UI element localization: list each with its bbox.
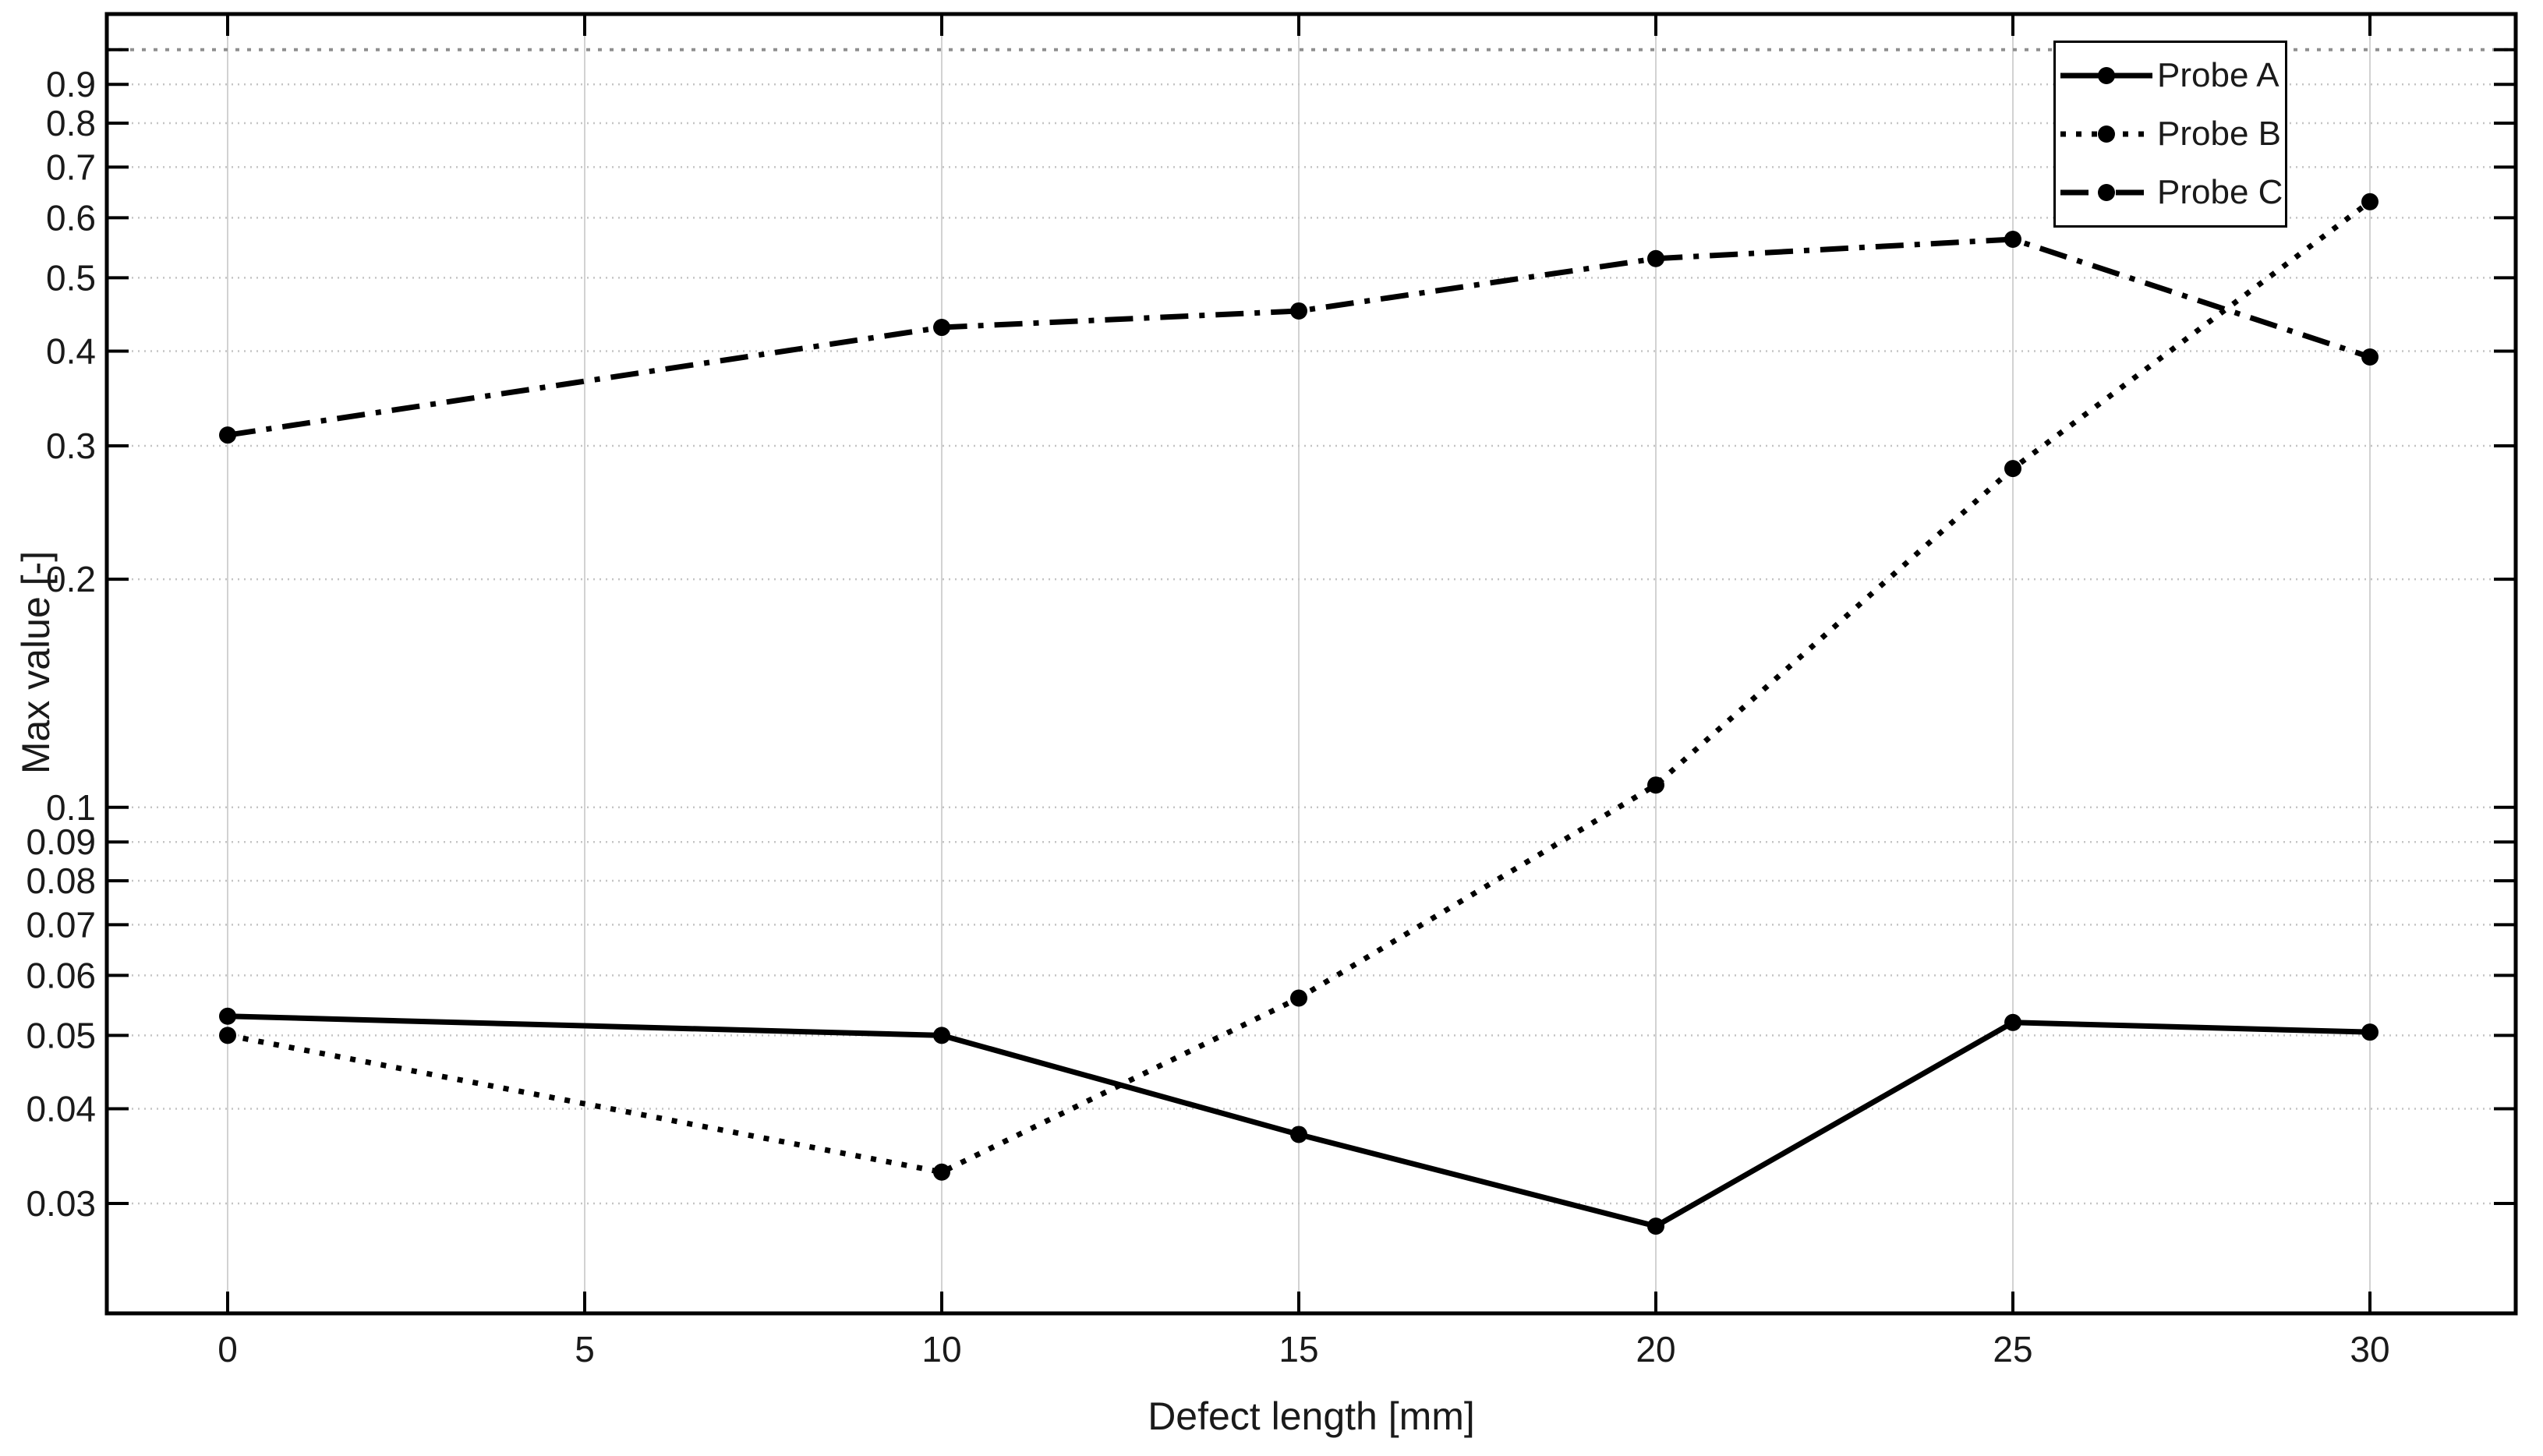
x-axis-label: Defect length [mm] (1148, 1394, 1475, 1438)
x-tick-label: 15 (1279, 1329, 1318, 1369)
y-axis-label: Max value [-] (14, 550, 58, 775)
data-point-probe-a (1647, 1217, 1664, 1235)
legend-line-sample-icon (2060, 125, 2152, 143)
x-tick-label: 10 (921, 1329, 961, 1369)
x-tick-label: 20 (1636, 1329, 1675, 1369)
y-tick-label: 0.05 (26, 1015, 96, 1055)
legend-label: Probe B (2157, 114, 2281, 153)
x-tick-label: 30 (2350, 1329, 2389, 1369)
data-point-probe-c (2004, 231, 2021, 249)
data-point-probe-a (219, 1007, 236, 1025)
data-point-probe-b (933, 1163, 950, 1181)
x-tick-label: 25 (1993, 1329, 2032, 1369)
legend-line-sample-icon (2060, 184, 2152, 202)
y-tick-label: 0.07 (26, 904, 96, 945)
data-point-probe-b (1647, 776, 1664, 794)
y-tick-label: 0.8 (46, 103, 96, 143)
series-line-probe-a (227, 1013, 2371, 1229)
axes-box (104, 12, 2518, 1316)
series-line-probe-c (227, 236, 2371, 438)
y-tick-label: 0.2 (46, 559, 96, 599)
data-point-probe-c (2361, 348, 2379, 366)
data-point-probe-b (2004, 460, 2021, 478)
y-tick-label: 0.08 (26, 861, 96, 901)
y-tick-label: 0.09 (26, 822, 96, 862)
data-point-probe-c (1290, 302, 1307, 320)
data-point-probe-a (933, 1027, 950, 1044)
y-tick-label: 0.3 (46, 426, 96, 466)
y-tick-label: 0.4 (46, 331, 96, 372)
data-point-probe-a (1290, 1126, 1307, 1143)
data-point-probe-b (1290, 989, 1307, 1007)
y-tick-label: 0.1 (46, 787, 96, 828)
data-point-probe-a (2361, 1023, 2379, 1041)
data-point-probe-c (1647, 249, 1664, 267)
legend-item-probe-b: Probe B (2056, 106, 2285, 162)
y-tick-label: 0.6 (46, 197, 96, 238)
data-point-probe-b (219, 1027, 236, 1044)
data-point-probe-c (219, 426, 236, 444)
data-point-probe-c (933, 319, 950, 337)
legend-line-sample-icon (2060, 66, 2152, 84)
data-point-probe-a (2004, 1013, 2021, 1031)
y-tick-label: 0.9 (46, 64, 96, 104)
legend-label: Probe A (2157, 55, 2280, 94)
data-point-probe-b (2361, 193, 2379, 210)
legend: Probe A Probe B Probe C (2053, 41, 2287, 228)
y-tick-label: 0.03 (26, 1183, 96, 1224)
series-line-probe-b (227, 199, 2372, 1175)
x-tick-label: 5 (575, 1329, 595, 1369)
y-tick-label: 0.5 (46, 257, 96, 298)
y-tick-label: 0.7 (46, 147, 96, 187)
legend-label: Probe C (2157, 173, 2283, 212)
x-tick-label: 0 (218, 1329, 238, 1369)
y-tick-label: 0.04 (26, 1089, 96, 1129)
legend-item-probe-a: Probe A (2056, 48, 2285, 104)
legend-item-probe-c: Probe C (2056, 164, 2285, 221)
y-tick-label: 0.06 (26, 955, 96, 995)
